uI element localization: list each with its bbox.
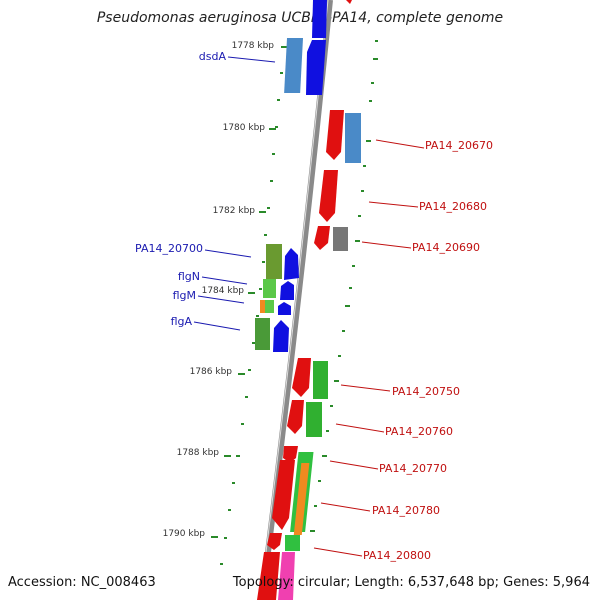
tick-label-1790: 1790 kbp [163,529,206,539]
gene-flga-cds[interactable] [255,318,270,350]
gene-flgm-cds-b[interactable] [265,300,274,313]
gene-dsda-cds[interactable] [284,38,304,93]
gene-label-pa14-20760[interactable]: PA14_20760 [385,425,453,438]
gene-flga-arrow[interactable] [273,320,289,352]
forward-genes [255,0,327,352]
gene-pa14-20770-arrow[interactable] [283,446,298,463]
gene-flgm-arrow[interactable] [278,302,291,315]
reverse-genes [257,0,361,600]
left-label-leaders [193,56,276,331]
tick-label-1778: 1778 kbp [232,41,275,51]
gene-flgm-cds-a[interactable] [260,300,265,313]
gene-pa14-20800-arrow[interactable] [267,533,282,550]
gene-label-pa14-20750[interactable]: PA14_20750 [392,385,460,398]
gene-pa14-20670-cds[interactable] [345,113,361,163]
gene-label-pa14-20800[interactable]: PA14_20800 [363,549,431,562]
gene-top-reverse[interactable] [346,0,352,4]
tick-label-1780: 1780 kbp [223,123,266,133]
tick-label-1782: 1782 kbp [213,206,256,216]
gene-bottom-reverse-b[interactable] [278,552,295,600]
gene-label-pa14-20690[interactable]: PA14_20690 [412,241,480,254]
genome-summary: Topology: circular; Length: 6,537,648 bp… [232,575,590,590]
gene-pa14-20680-arrow[interactable] [319,170,338,222]
inner-gc-track [220,46,286,565]
gene-pa14-20700-cds[interactable] [266,244,282,279]
right-label-leaders [313,139,425,557]
accession-label: Accession: NC_008463 [8,575,156,590]
gene-pa14-20750-cds[interactable] [313,361,328,399]
left-gene-labels: dsdA PA14_20700 flgN flgM flgA [135,50,226,328]
gene-dsda-arrow[interactable] [306,40,326,95]
genome-title: Pseudomonas aeruginosa UCBPP-PA14, compl… [96,10,504,26]
gene-pa14-20700-arrow[interactable] [284,248,299,280]
gene-pa14-20690-arrow[interactable] [314,226,330,250]
tick-marks [211,46,288,538]
gene-flgn-arrow[interactable] [280,281,294,300]
gene-pa14-20760-arrow[interactable] [287,400,304,434]
gene-label-pa14-20700[interactable]: PA14_20700 [135,242,203,255]
right-gene-labels: PA14_20670 PA14_20680 PA14_20690 PA14_20… [363,139,493,562]
gene-label-flgn[interactable]: flgN [178,270,200,283]
gene-pa14-20670-arrow[interactable] [326,110,344,160]
gene-pa14-20780-arrow[interactable] [272,460,295,530]
gene-bottom-reverse-a[interactable] [257,552,280,600]
gene-pa14-20750-arrow[interactable] [292,358,311,397]
tick-label-1788: 1788 kbp [177,448,220,458]
gene-label-dsda[interactable]: dsdA [199,50,227,63]
gene-top-forward[interactable] [312,0,327,38]
tick-label-1786: 1786 kbp [190,367,233,377]
gene-label-flgm[interactable]: flgM [173,289,196,302]
outer-gc-track [310,40,378,532]
gene-label-flga[interactable]: flgA [171,315,193,328]
gene-flgn-cds[interactable] [263,279,276,298]
gene-pa14-20760-cds[interactable] [306,402,322,437]
gene-label-pa14-20770[interactable]: PA14_20770 [379,462,447,475]
gene-pa14-20800-cds[interactable] [285,535,300,551]
gene-pa14-20690-cds[interactable] [333,227,348,251]
gene-label-pa14-20670[interactable]: PA14_20670 [425,139,493,152]
gene-pa14-20780-cds-b[interactable] [293,463,310,535]
tick-label-1784: 1784 kbp [202,286,245,296]
gene-label-pa14-20680[interactable]: PA14_20680 [419,200,487,213]
gene-label-pa14-20780[interactable]: PA14_20780 [372,504,440,517]
